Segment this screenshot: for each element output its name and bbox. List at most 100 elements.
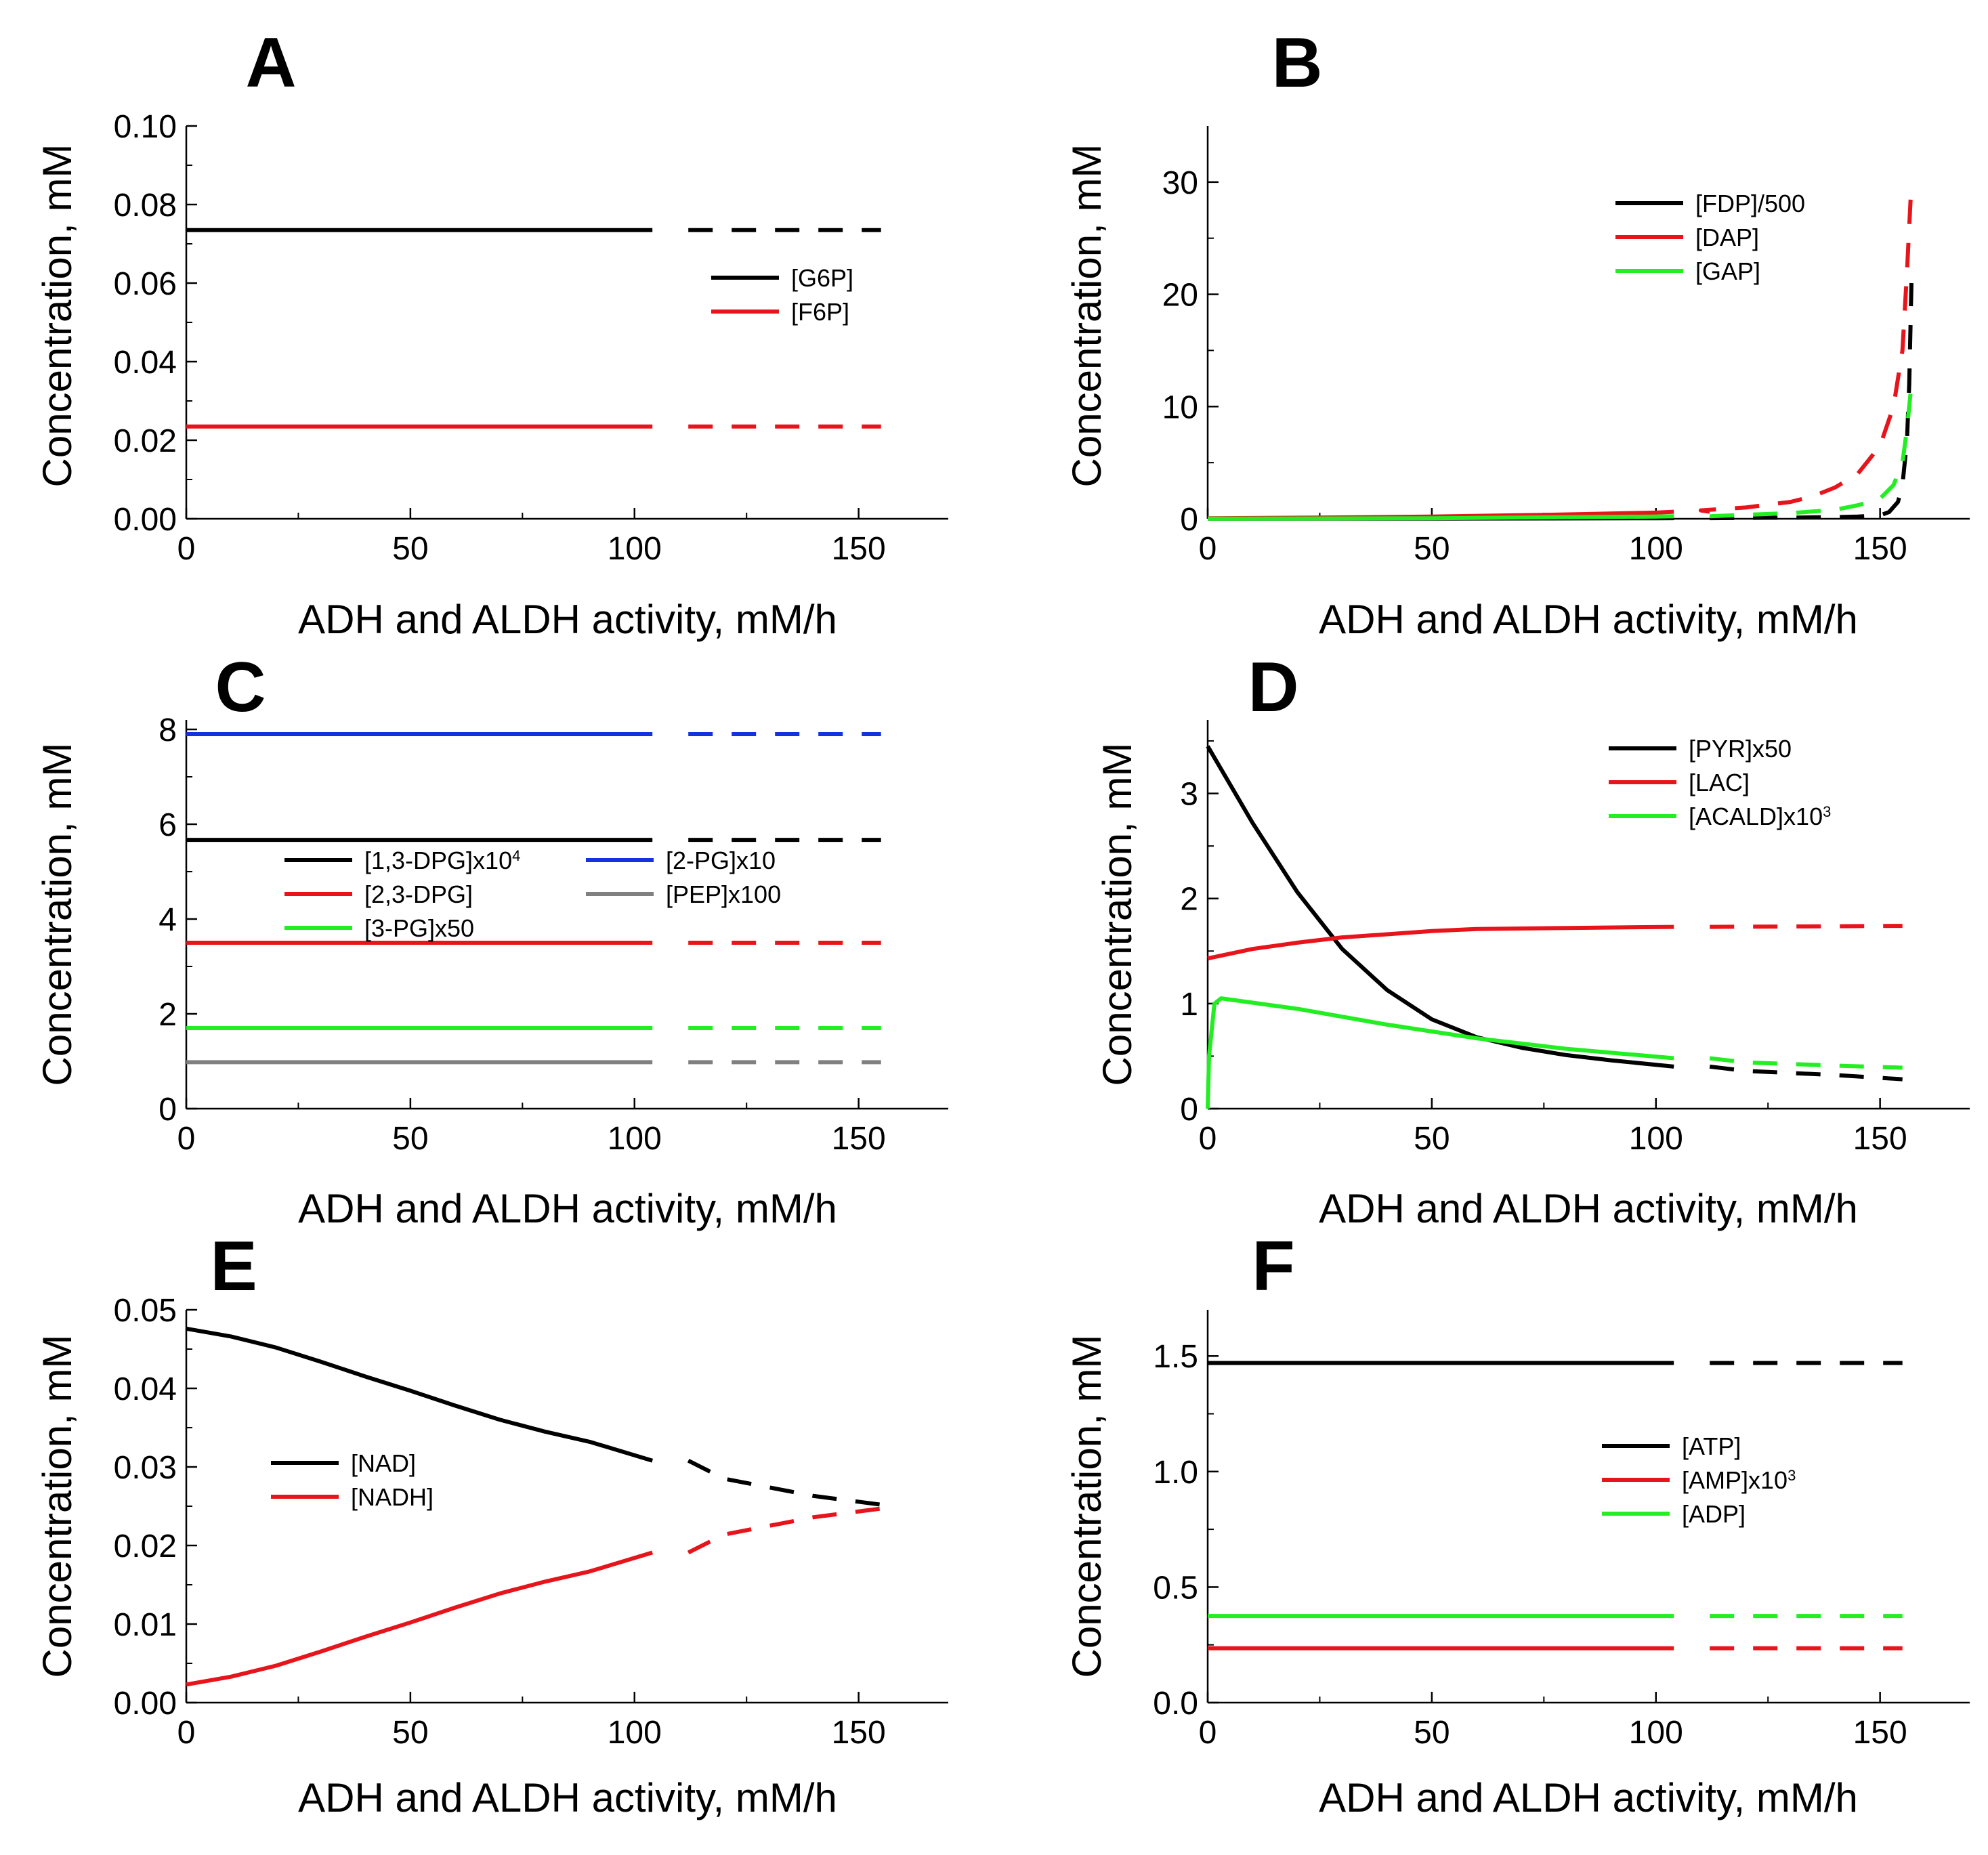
series-line-e-0 xyxy=(186,1326,654,1463)
x-tick-label-b: 100 xyxy=(1629,531,1683,567)
y-tick-label-a: 0.06 xyxy=(114,266,177,302)
y-tick-label-f: 1.5 xyxy=(1153,1339,1198,1375)
y-axis-title-b: Concentration, mM xyxy=(1064,144,1109,488)
panel-label-d: D xyxy=(1248,648,1298,727)
series-line-b-2 xyxy=(1207,514,1674,521)
x-tick-label-d: 150 xyxy=(1853,1121,1907,1157)
y-tick-label-d: 3 xyxy=(1180,777,1198,813)
y-tick-label-e: 0.01 xyxy=(114,1607,177,1643)
x-axis-title-c: ADH and ALDH activity, mM/h xyxy=(298,1186,837,1231)
x-axis-title-e: ADH and ALDH activity, mM/h xyxy=(298,1775,837,1820)
panel-e: E 0 50 100 150 0.00 0.01 0.02 0.03 0.04 0.05 ADH an… xyxy=(35,1227,948,1820)
legend-label-a: [F6P] xyxy=(791,298,849,326)
y-tick-label-a: 0.04 xyxy=(114,345,177,381)
legend-superscript-d: 3 xyxy=(1823,803,1831,820)
panel-c: C 0 50 100 150 0 2 4 6 8 ADH and ALDH activity, mM… xyxy=(35,648,948,1231)
x-tick-label-e: 50 xyxy=(392,1715,428,1751)
panel-label-f: F xyxy=(1252,1227,1295,1306)
series-line-d-2 xyxy=(1206,996,1674,1109)
y-tick-label-a: 0.00 xyxy=(114,502,177,538)
x-tick-label-f: 50 xyxy=(1414,1715,1450,1751)
y-tick-label-b: 20 xyxy=(1162,278,1198,314)
y-tick-label-c: 0 xyxy=(158,1092,177,1128)
y-tick-label-e: 0.05 xyxy=(114,1293,177,1329)
y-tick-label-e: 0.04 xyxy=(114,1371,177,1407)
series-line-dashed-b-0 xyxy=(1710,282,1913,521)
x-tick-label-a: 0 xyxy=(177,531,196,567)
y-tick-label-e: 0.03 xyxy=(114,1450,177,1486)
legend-label-b: [FDP]/500 xyxy=(1695,190,1805,217)
x-tick-label-a: 150 xyxy=(832,531,886,567)
y-tick-label-b: 30 xyxy=(1162,165,1198,201)
y-tick-label-e: 0.00 xyxy=(114,1686,177,1722)
y-axis-title-f: Concentration, mM xyxy=(1064,1335,1109,1678)
series-line-dashed-e-1 xyxy=(687,1506,882,1555)
y-tick-label-f: 0.5 xyxy=(1153,1570,1198,1606)
series-line-dashed-d-0 xyxy=(1709,1064,1903,1082)
series-line-dashed-e-0 xyxy=(687,1459,882,1507)
x-tick-label-a: 50 xyxy=(392,531,428,567)
panel-d: D 0 50 100 150 0 1 2 3 ADH and ALDH activity, mM/… xyxy=(1095,648,1970,1231)
x-tick-label-d: 0 xyxy=(1199,1121,1217,1157)
x-tick-label-e: 150 xyxy=(832,1715,886,1751)
legend-label-b: [DAP] xyxy=(1695,223,1759,251)
panel-a: A 0 50 100 150 0.00 0.02 0.04 0.06 0.08 0.10 ADH an… xyxy=(35,24,948,642)
y-tick-label-a: 0.02 xyxy=(114,423,177,459)
x-tick-label-f: 0 xyxy=(1199,1715,1217,1751)
y-tick-label-a: 0.08 xyxy=(114,188,177,223)
x-tick-label-c: 50 xyxy=(392,1121,428,1157)
y-tick-label-c: 2 xyxy=(158,997,177,1033)
legend-superscript-c: 4 xyxy=(512,847,520,864)
y-tick-label-d: 0 xyxy=(1180,1092,1198,1128)
x-tick-label-d: 100 xyxy=(1629,1121,1683,1157)
y-axis-title-e: Concentration, mM xyxy=(35,1335,80,1678)
series-line-e-1 xyxy=(186,1550,654,1687)
y-axis-title-c: Concentration, mM xyxy=(35,743,80,1086)
y-tick-label-a: 0.10 xyxy=(114,109,177,145)
x-tick-label-e: 0 xyxy=(177,1715,196,1751)
x-tick-label-f: 150 xyxy=(1853,1715,1907,1751)
series-line-d-0 xyxy=(1206,745,1674,1069)
x-tick-label-b: 150 xyxy=(1853,531,1907,567)
legend-label-e: [NADH] xyxy=(351,1483,433,1511)
legend-label-f: [ATP] xyxy=(1682,1432,1741,1460)
y-tick-label-d: 1 xyxy=(1180,987,1198,1023)
x-tick-label-b: 0 xyxy=(1199,531,1217,567)
x-tick-label-d: 50 xyxy=(1414,1121,1450,1157)
legend-label-c: [PEP]x100 xyxy=(666,880,781,908)
y-tick-label-c: 6 xyxy=(158,807,177,843)
legend-label-c: [3-PG]x50 xyxy=(364,914,474,942)
panel-label-c: C xyxy=(215,648,266,727)
series-line-dashed-d-2 xyxy=(1709,1056,1903,1070)
panel-label-a: A xyxy=(245,24,296,102)
x-axis-title-a: ADH and ALDH activity, mM/h xyxy=(298,597,837,642)
x-tick-label-a: 100 xyxy=(608,531,662,567)
x-tick-label-c: 150 xyxy=(832,1121,886,1157)
series-line-d-1 xyxy=(1207,924,1674,961)
x-tick-label-c: 0 xyxy=(177,1121,196,1157)
y-tick-label-c: 8 xyxy=(158,712,177,748)
legend-label-c: [2,3-DPG] xyxy=(364,880,473,908)
legend-label-f: [ADP] xyxy=(1682,1500,1746,1528)
x-tick-label-e: 100 xyxy=(608,1715,662,1751)
legend-label-d: [LAC] xyxy=(1689,769,1750,796)
x-axis-title-f: ADH and ALDH activity, mM/h xyxy=(1319,1775,1858,1820)
legend-label-d: [ACALD]x103 xyxy=(1689,803,1831,830)
legend-superscript-f: 3 xyxy=(1788,1467,1796,1484)
panel-b: B 0 50 100 150 0 10 20 30 ADH and ALDH activity, … xyxy=(1064,24,1970,642)
x-tick-label-b: 50 xyxy=(1414,531,1450,567)
y-axis-title-a: Concentration, mM xyxy=(35,144,80,488)
legend-label-c: [1,3-DPG]x104 xyxy=(364,847,520,874)
y-tick-label-d: 2 xyxy=(1180,882,1198,918)
series-line-dashed-b-2 xyxy=(1710,383,1913,519)
series-line-dashed-b-1 xyxy=(1698,182,1913,514)
legend-label-a: [G6P] xyxy=(791,264,853,292)
panel-label-e: E xyxy=(210,1227,257,1306)
y-axis-title-d: Concentration, mM xyxy=(1095,743,1140,1086)
y-tick-label-f: 0.0 xyxy=(1153,1686,1198,1722)
x-axis-title-b: ADH and ALDH activity, mM/h xyxy=(1319,597,1858,642)
panel-label-b: B xyxy=(1271,24,1322,102)
y-tick-label-b: 10 xyxy=(1162,389,1198,425)
y-tick-label-f: 1.0 xyxy=(1153,1455,1198,1491)
